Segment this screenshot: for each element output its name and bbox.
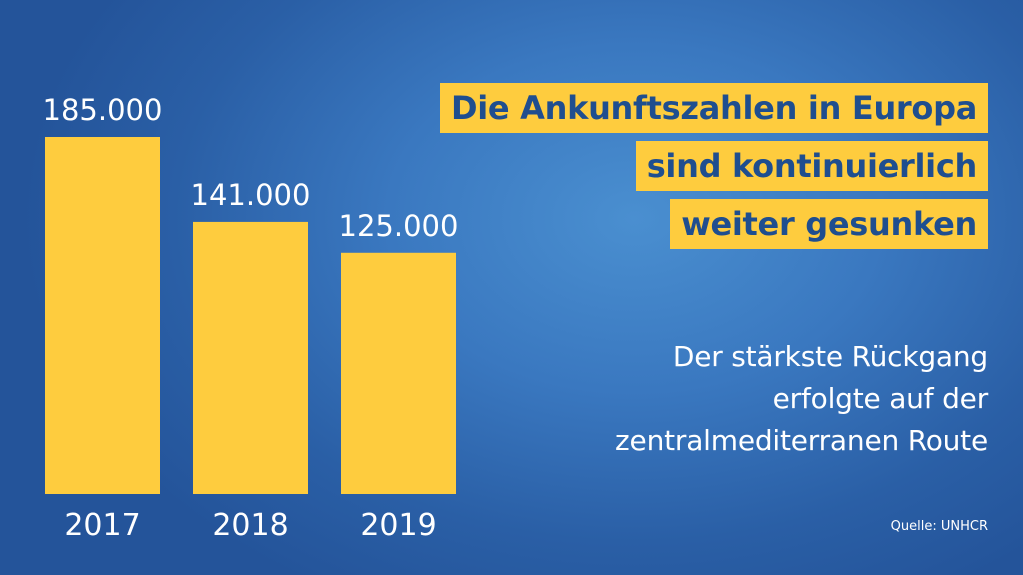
subtitle-line-3: zentralmediterranen Route [615,424,988,457]
bar-2018 [193,221,308,494]
x-tick-label: 2018 [212,508,288,543]
bar-value-label: 141.000 [191,178,311,212]
x-tick-label: 2019 [360,508,436,543]
subtitle: Der stärkste Rückgang erfolgte auf der z… [615,336,988,462]
subtitle-line-1: Der stärkste Rückgang [672,340,988,373]
bar-value-label: 185.000 [43,93,163,127]
headline-line-1: Die Ankunftszahlen in Europa [439,83,988,133]
headline-line-3: weiter gesunken [670,199,988,249]
bar-2017 [45,137,160,494]
headline: Die Ankunftszahlen in Europa sind kontin… [439,83,988,249]
bar-2019 [341,252,456,494]
headline-line-2: sind kontinuierlich [635,141,988,191]
x-tick-label: 2017 [64,508,140,543]
subtitle-line-2: erfolgte auf der [772,382,989,415]
bar-value-label: 125.000 [339,209,459,243]
source-note: Quelle: UNHCR [890,519,988,534]
